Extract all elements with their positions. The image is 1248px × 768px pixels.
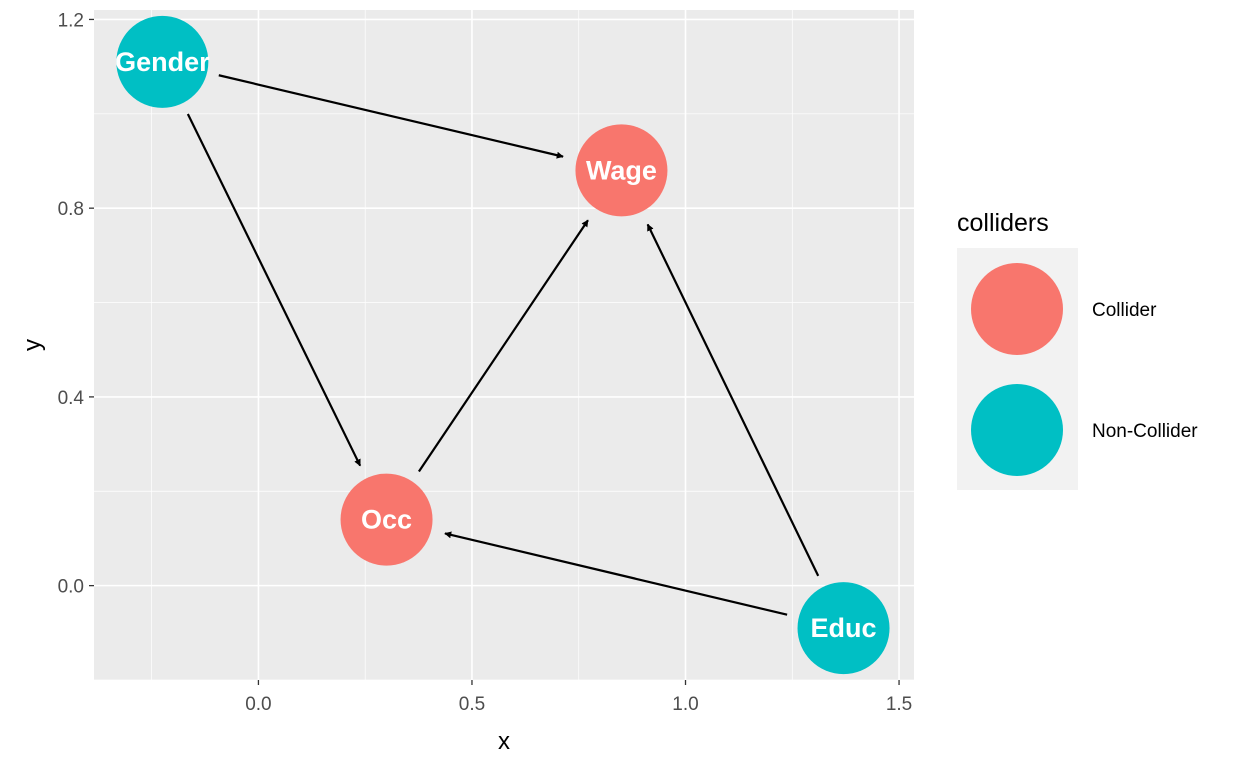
- y-axis-title: y: [19, 339, 46, 351]
- legend-entry-non-collider: Non-Collider: [971, 384, 1198, 476]
- x-tick-label: 0.0: [245, 694, 271, 715]
- node-educ: Educ: [797, 582, 890, 675]
- x-tick-label: 1.0: [672, 694, 698, 715]
- x-tick-label: 0.5: [459, 694, 485, 715]
- node-gender: Gender: [115, 15, 210, 108]
- legend-key: [971, 263, 1063, 355]
- y-axis: 0.0 0.4 0.8 1.2: [58, 10, 94, 598]
- legend-label: Collider: [1092, 300, 1157, 321]
- node-label: Occ: [361, 505, 412, 535]
- edges: [186, 74, 820, 616]
- nodes: Gender Wage Occ Educ: [115, 15, 890, 675]
- legend-key: [971, 384, 1063, 476]
- node-label: Wage: [586, 155, 657, 185]
- legend-title: colliders: [957, 209, 1049, 237]
- node-circle: [116, 15, 209, 108]
- node-wage: Wage: [575, 124, 668, 217]
- legend: colliders Collider Non-Collider: [957, 209, 1198, 490]
- x-tick-label: 1.5: [886, 694, 912, 715]
- y-tick-label: 0.8: [58, 199, 84, 220]
- legend-entry-collider: Collider: [971, 263, 1157, 355]
- y-tick-label: 0.0: [58, 577, 84, 598]
- edge-gender-to-wage: [218, 74, 564, 159]
- node-label: Gender: [115, 47, 210, 77]
- node-circle: [797, 582, 890, 675]
- node-occ: Occ: [340, 473, 433, 566]
- x-axis: 0.0 0.5 1.0 1.5: [245, 680, 912, 715]
- y-tick-label: 0.4: [58, 388, 85, 409]
- legend-label: Non-Collider: [1092, 421, 1198, 442]
- edge-educ-to-occ: [444, 531, 788, 616]
- edge-gender-to-occ: [186, 113, 362, 467]
- node-circle: [340, 473, 433, 566]
- major-gridlines: [94, 10, 914, 680]
- edge-occ-to-wage: [418, 219, 589, 473]
- y-tick-label: 1.2: [58, 10, 84, 31]
- legend-entries: Collider Non-Collider: [971, 263, 1198, 476]
- x-axis-title: x: [498, 728, 510, 755]
- node-label: Educ: [811, 613, 877, 643]
- node-circle: [575, 124, 668, 217]
- edge-educ-to-wage: [646, 223, 820, 577]
